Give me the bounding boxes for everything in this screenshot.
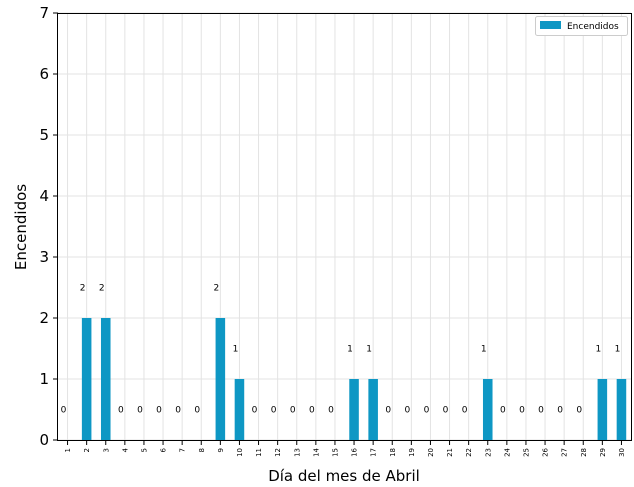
bar-day-16 [349, 379, 359, 440]
x-tick-label: 16 [351, 447, 359, 456]
bar-day-10 [234, 379, 245, 440]
x-tick-label: 27 [561, 448, 569, 457]
x-tick-label: 5 [140, 448, 148, 452]
x-tick-label: 18 [389, 448, 397, 457]
grid-lines [58, 12, 631, 441]
bar-day-2 [81, 318, 92, 440]
x-tick-label: 4 [121, 447, 129, 452]
bar-value-label: 1 [366, 345, 372, 355]
bar-value-label: 1 [615, 345, 621, 355]
x-tick-label: 1 [64, 448, 72, 452]
x-tick-label: 14 [312, 447, 320, 456]
bars-layer [81, 318, 627, 440]
bar-value-label: 0 [290, 406, 296, 416]
x-tick-label: 3 [102, 448, 110, 452]
x-tick-label: 13 [293, 448, 301, 457]
y-tick-label: 3 [39, 248, 49, 266]
x-tick-label: 11 [255, 448, 263, 457]
bar-value-label: 0 [424, 406, 430, 416]
x-tick-label: 6 [160, 447, 168, 452]
legend-label: Encendidos [567, 22, 619, 32]
bar-day-30 [616, 379, 627, 440]
plot-frame [57, 13, 632, 441]
legend: Encendidos [535, 16, 628, 36]
x-tick-label: 25 [522, 448, 530, 457]
y-tick-label: 4 [39, 187, 49, 205]
bar-value-label: 2 [80, 284, 86, 294]
y-tick-label: 6 [39, 65, 49, 83]
bar-value-label: 0 [328, 406, 334, 416]
y-axis-ticks: 0 1 2 3 4 5 6 7 [39, 4, 58, 449]
bar-value-label: 0 [137, 406, 143, 416]
bar-value-label: 0 [309, 406, 315, 416]
y-tick-label: 1 [39, 370, 49, 388]
bar-value-label: 0 [443, 406, 449, 416]
bar-value-label: 0 [271, 406, 277, 416]
y-tick-label: 2 [39, 309, 49, 327]
x-tick-label: 22 [465, 448, 473, 457]
bar-value-label: 2 [213, 284, 219, 294]
bar-value-label: 1 [233, 345, 239, 355]
bar-value-label: 0 [519, 406, 525, 416]
x-tick-label: 30 [618, 448, 626, 457]
x-tick-label: 26 [542, 447, 550, 456]
bar-day-9 [215, 318, 226, 440]
bar-value-label: 0 [576, 406, 582, 416]
bar-value-label: 0 [252, 406, 258, 416]
bar-value-label: 1 [595, 345, 601, 355]
bar-labels-layer: 0 2 2 0 0 0 0 0 2 1 0 0 0 0 0 1 1 0 0 0 0 0 1 0 0 0 0 0 1 1 [61, 284, 621, 416]
legend-swatch [540, 21, 561, 29]
x-tick-label: 20 [427, 448, 435, 457]
y-tick-label: 5 [39, 126, 49, 144]
bar-value-label: 1 [481, 345, 487, 355]
bar-value-label: 2 [99, 284, 105, 294]
bar-value-label: 0 [61, 406, 67, 416]
y-tick-label: 7 [39, 4, 49, 22]
bar-value-label: 0 [404, 406, 410, 416]
bar-value-label: 0 [156, 406, 162, 416]
bar-value-label: 0 [194, 406, 200, 416]
bar-day-17 [368, 379, 378, 440]
bar-value-label: 0 [500, 406, 506, 416]
x-tick-label: 29 [599, 448, 607, 457]
x-tick-label: 9 [217, 448, 225, 452]
bar-value-label: 1 [347, 345, 353, 355]
x-tick-label: 12 [274, 448, 282, 457]
x-tick-label: 10 [236, 448, 244, 457]
x-tick-label: 8 [198, 448, 206, 452]
x-axis-ticks: 1 2 3 4 5 6 7 8 9 10 11 12 13 14 15 16 17 18 19 20 21 22 23 24 2… [64, 440, 626, 457]
bar-day-3 [100, 318, 111, 440]
y-axis-label: Encendidos [12, 184, 30, 270]
x-tick-label: 2 [83, 448, 91, 452]
bar-value-label: 0 [118, 406, 124, 416]
bar-value-label: 0 [175, 406, 181, 416]
x-tick-label: 28 [580, 448, 588, 457]
bar-value-label: 0 [557, 406, 563, 416]
x-tick-label: 19 [408, 448, 416, 457]
x-tick-label: 7 [179, 448, 187, 452]
x-tick-label: 15 [331, 448, 339, 457]
y-tick-label: 0 [39, 431, 49, 449]
bar-value-label: 0 [538, 406, 544, 416]
x-tick-label: 21 [446, 448, 454, 457]
x-axis-label: Día del mes de Abril [268, 467, 420, 485]
bar-day-29 [597, 379, 608, 440]
x-tick-label: 24 [503, 447, 511, 456]
bar-value-label: 0 [462, 406, 468, 416]
x-tick-label: 17 [370, 448, 378, 457]
bar-value-label: 0 [385, 406, 391, 416]
bar-day-23 [482, 379, 493, 440]
x-tick-label: 23 [484, 448, 492, 457]
